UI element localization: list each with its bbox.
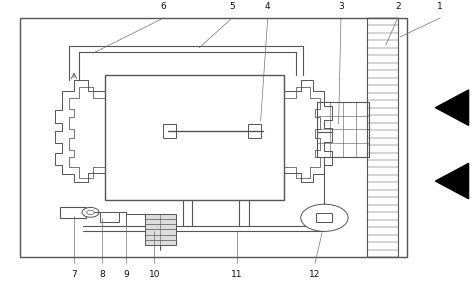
Text: 1: 1 <box>438 2 443 11</box>
Bar <box>248 124 261 138</box>
Bar <box>105 75 284 200</box>
Text: 9: 9 <box>123 270 129 279</box>
Bar <box>145 214 175 245</box>
Text: 12: 12 <box>310 270 321 279</box>
Bar <box>367 18 398 257</box>
Bar <box>60 207 86 218</box>
Text: 5: 5 <box>229 2 235 11</box>
Text: 11: 11 <box>231 270 243 279</box>
Circle shape <box>82 207 99 217</box>
Text: 7: 7 <box>71 270 77 279</box>
Text: 2: 2 <box>395 2 401 11</box>
Polygon shape <box>436 90 469 125</box>
Bar <box>163 124 176 138</box>
Polygon shape <box>436 164 469 199</box>
Text: 8: 8 <box>100 270 105 279</box>
Bar <box>317 213 332 223</box>
Bar <box>318 102 369 157</box>
Text: 3: 3 <box>338 2 344 11</box>
Circle shape <box>87 210 94 214</box>
Circle shape <box>301 204 348 231</box>
Text: 6: 6 <box>161 2 167 11</box>
Bar <box>19 18 407 257</box>
Text: 10: 10 <box>148 270 160 279</box>
Bar <box>100 212 119 222</box>
Text: 4: 4 <box>265 2 271 11</box>
